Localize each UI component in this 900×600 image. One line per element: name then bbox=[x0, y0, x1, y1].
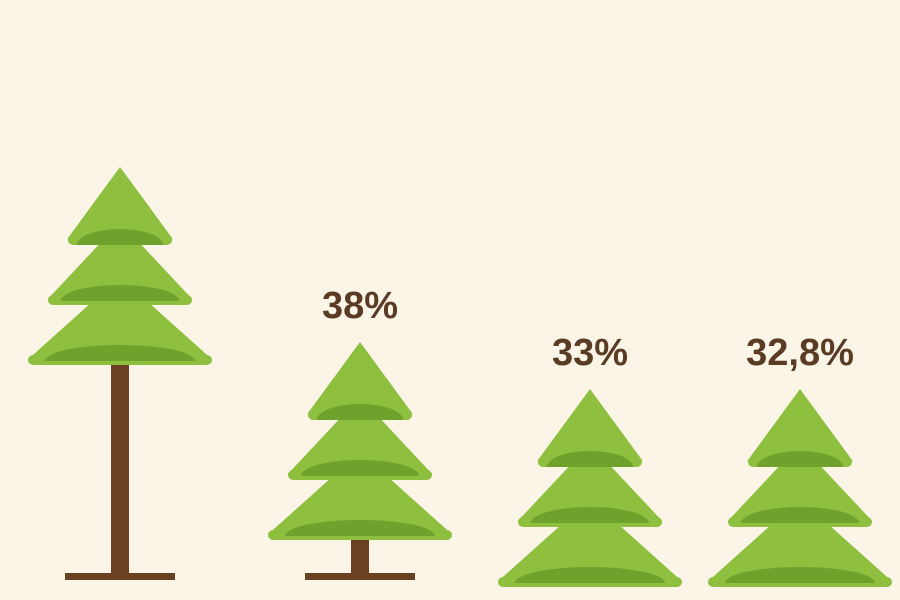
tree-trunk bbox=[111, 351, 129, 573]
tree-canopy bbox=[700, 389, 900, 579]
ground-line bbox=[65, 573, 175, 580]
tree-slot: 38% bbox=[260, 285, 460, 580]
percentage-label: 38% bbox=[322, 285, 398, 328]
ground-line bbox=[305, 573, 415, 580]
percentage-label: 33% bbox=[552, 332, 628, 375]
tree-slot bbox=[20, 167, 220, 580]
tree-bar-chart: 38% 33% 32,8% bbox=[0, 0, 900, 600]
tree-canopy bbox=[490, 389, 690, 579]
tree-canopy bbox=[260, 342, 460, 532]
tree-slot: 33% bbox=[490, 332, 690, 580]
percentage-label: 32,8% bbox=[746, 332, 854, 375]
tree-canopy bbox=[20, 167, 220, 357]
tree-slot: 32,8% bbox=[700, 332, 900, 580]
